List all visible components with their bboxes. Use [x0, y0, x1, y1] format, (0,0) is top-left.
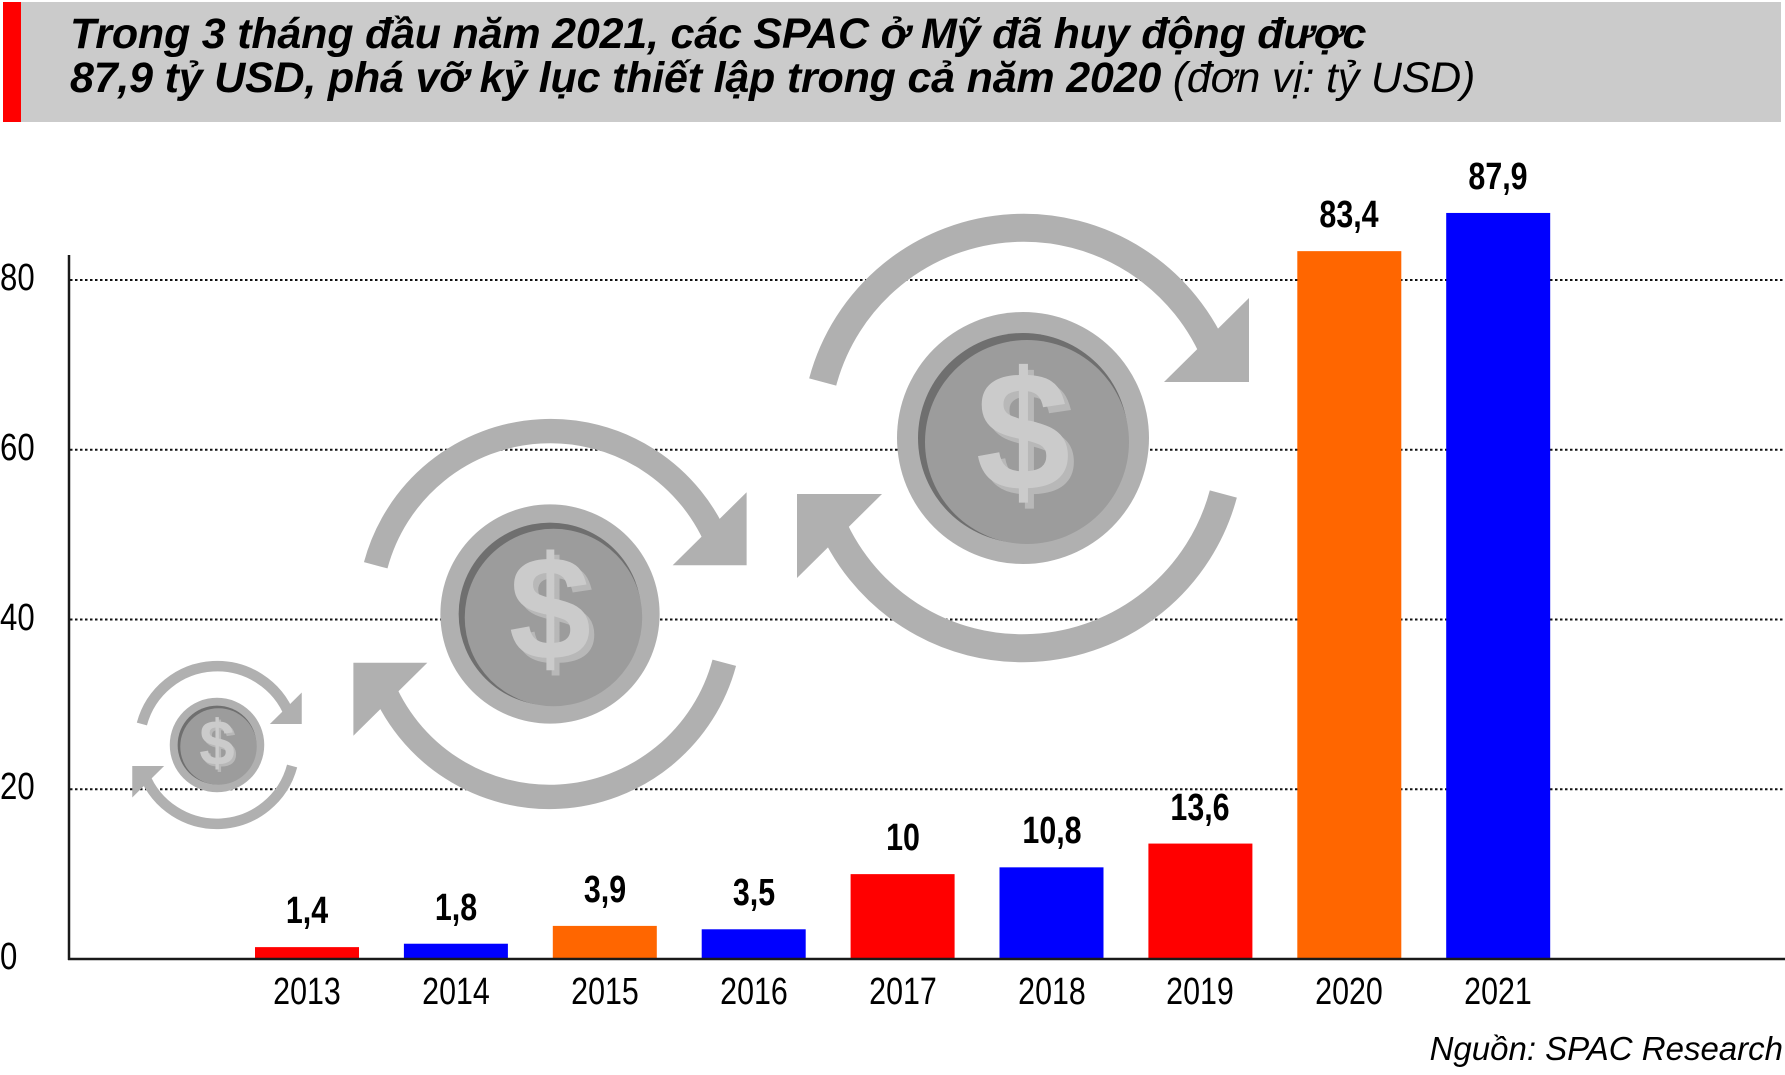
chart-title-line-1: Trong 3 tháng đầu năm 2021, các SPAC ở M… — [70, 10, 1367, 58]
chart-title: Trong 3 tháng đầu năm 2021, các SPAC ở M… — [70, 12, 1475, 100]
bar-2015 — [552, 925, 657, 959]
svg-text:$: $ — [982, 343, 1077, 533]
value-label-2017: 10 — [885, 817, 920, 860]
bar-2020 — [1297, 251, 1402, 959]
x-tick-label-2018: 2018 — [1017, 971, 1086, 1013]
svg-text:$: $ — [509, 526, 591, 691]
y-tick-label-40: 40 — [0, 596, 35, 639]
y-tick-label-60: 60 — [0, 426, 35, 469]
decorations: $$$$$$ — [132, 213, 1249, 830]
svg-text:$: $ — [199, 707, 234, 779]
source-note: Nguồn: SPAC Research — [1429, 1030, 1783, 1067]
svg-text:$: $ — [514, 531, 596, 696]
svg-text:$: $ — [202, 709, 237, 781]
x-tick-label-2021: 2021 — [1464, 971, 1532, 1013]
chart-title-unit: (đơn vị: tỷ USD) — [1161, 54, 1476, 102]
x-tick-label-2015: 2015 — [570, 971, 639, 1013]
chart-title-line-2: 87,9 tỷ USD, phá vỡ kỷ lục thiết lập tro… — [70, 56, 1475, 100]
value-label-2021: 87,9 — [1468, 155, 1528, 198]
bar-2013 — [255, 947, 359, 959]
x-tick-label-2020: 2020 — [1315, 971, 1384, 1013]
bar-2014 — [403, 943, 508, 959]
value-label-2020: 83,4 — [1319, 194, 1379, 237]
bar-2016 — [701, 929, 806, 959]
x-tick-label-2016: 2016 — [719, 971, 788, 1013]
value-label-2013: 1,4 — [285, 890, 329, 933]
svg-text:$: $ — [976, 337, 1071, 527]
coin-exchange-icon-small: $$ — [132, 660, 302, 830]
bars — [255, 212, 1551, 960]
title-bar: Trong 3 tháng đầu năm 2021, các SPAC ở M… — [3, 2, 1781, 122]
y-tick-label-80: 80 — [0, 257, 35, 299]
coin-exchange-icon-large: $$ — [797, 213, 1249, 663]
value-label-2016: 3,5 — [732, 872, 775, 915]
chart-title-line-2-bold: 87,9 tỷ USD, phá vỡ kỷ lục thiết lập tro… — [70, 54, 1162, 102]
x-tick-label-2014: 2014 — [422, 971, 490, 1013]
x-tick-label-2013: 2013 — [273, 971, 341, 1013]
bar-2018 — [999, 867, 1104, 959]
title-accent-stripe — [3, 2, 21, 122]
bar-2017 — [850, 874, 955, 959]
coin-exchange-icon-medium: $$ — [353, 418, 747, 810]
bar-2021 — [1446, 212, 1551, 960]
x-tick-label-2019: 2019 — [1166, 971, 1235, 1013]
value-label-2014: 1,8 — [434, 886, 478, 929]
bar-2019 — [1148, 843, 1253, 959]
y-tick-label-0: 0 — [0, 936, 18, 978]
value-label-2018: 10,8 — [1021, 810, 1082, 853]
value-label-2019: 13,6 — [1170, 786, 1230, 829]
y-tick-label-20: 20 — [0, 766, 35, 809]
value-label-2015: 3,9 — [583, 868, 626, 911]
gridlines — [70, 279, 1785, 791]
x-tick-label-2017: 2017 — [868, 971, 937, 1013]
